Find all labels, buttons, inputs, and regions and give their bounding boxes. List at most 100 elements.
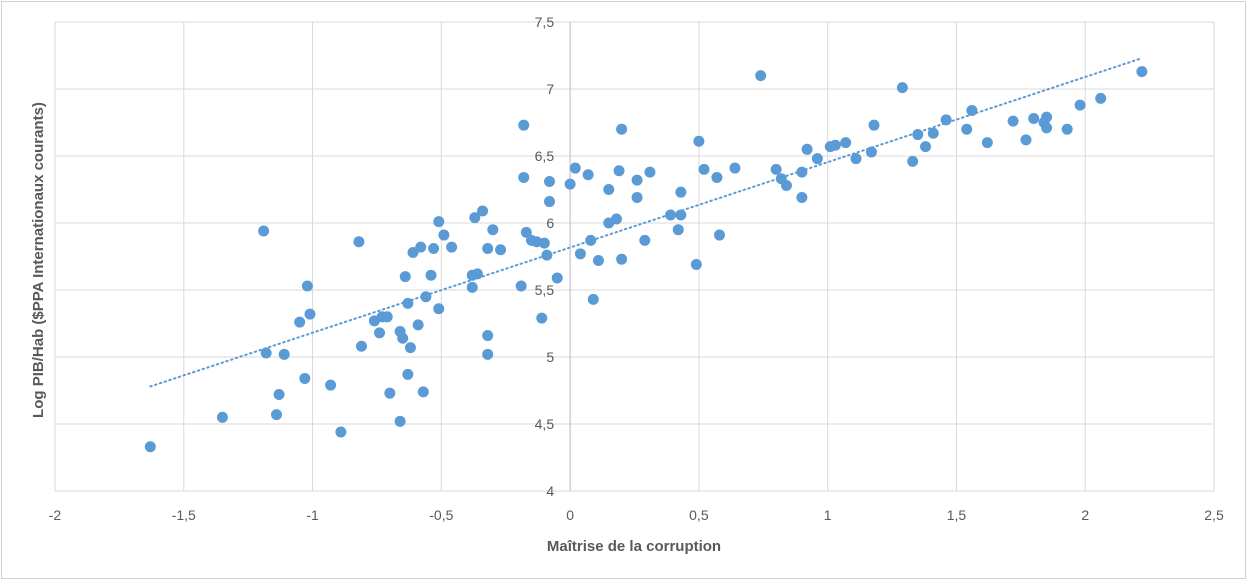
y-tick-label: 5,5 bbox=[535, 282, 555, 298]
data-point bbox=[335, 426, 347, 438]
data-point bbox=[1020, 134, 1032, 146]
data-point bbox=[477, 205, 489, 217]
data-point bbox=[446, 241, 458, 253]
x-tick-label: 1 bbox=[824, 507, 832, 523]
x-tick-label: 2,5 bbox=[1204, 507, 1224, 523]
data-point bbox=[466, 281, 478, 293]
data-point bbox=[896, 82, 908, 94]
y-tick-label: 7,5 bbox=[535, 14, 555, 30]
data-point bbox=[639, 234, 651, 246]
data-point bbox=[631, 174, 643, 186]
data-point bbox=[495, 244, 507, 256]
data-point bbox=[675, 209, 687, 221]
y-tick-label: 5 bbox=[546, 349, 554, 365]
data-point bbox=[966, 104, 978, 116]
data-point bbox=[616, 253, 628, 265]
data-point bbox=[216, 411, 228, 423]
trendline bbox=[149, 57, 1143, 388]
data-point bbox=[981, 137, 993, 149]
data-point bbox=[536, 312, 548, 324]
data-point bbox=[518, 119, 530, 131]
data-point bbox=[325, 379, 337, 391]
data-point bbox=[381, 311, 393, 323]
data-point bbox=[299, 372, 311, 384]
data-point bbox=[304, 308, 316, 320]
data-point bbox=[644, 166, 656, 178]
data-point bbox=[1041, 111, 1053, 123]
data-point bbox=[482, 242, 494, 254]
data-point bbox=[404, 342, 416, 354]
data-point bbox=[518, 171, 530, 183]
data-point bbox=[940, 114, 952, 126]
data-point bbox=[515, 280, 527, 292]
x-tick-label: 0,5 bbox=[689, 507, 709, 523]
data-point bbox=[417, 386, 429, 398]
data-point bbox=[425, 269, 437, 281]
data-point bbox=[564, 178, 576, 190]
y-tick-label: 6 bbox=[546, 215, 554, 231]
x-tick-label: 2 bbox=[1081, 507, 1089, 523]
data-point bbox=[420, 291, 432, 303]
data-point bbox=[397, 332, 409, 344]
data-point bbox=[1007, 115, 1019, 127]
data-point bbox=[402, 368, 414, 380]
data-point bbox=[1136, 66, 1148, 78]
data-point bbox=[865, 146, 877, 158]
y-tick-label: 6,5 bbox=[535, 148, 555, 164]
data-point bbox=[260, 347, 272, 359]
data-point bbox=[1061, 123, 1073, 135]
data-point bbox=[273, 389, 285, 401]
data-point bbox=[482, 330, 494, 342]
x-tick-label: -2 bbox=[49, 507, 62, 523]
data-point bbox=[698, 163, 710, 175]
x-tick-labels: -2 -1,5 -1 -0,5 0 0,5 1 1,5 2 2,5 bbox=[49, 507, 1224, 523]
gridlines bbox=[54, 21, 1215, 492]
data-point bbox=[927, 127, 939, 139]
x-tick-label: -0,5 bbox=[429, 507, 453, 523]
data-point bbox=[613, 165, 625, 177]
data-point bbox=[587, 293, 599, 305]
data-point bbox=[796, 192, 808, 204]
data-point bbox=[438, 229, 450, 241]
data-point bbox=[850, 153, 862, 165]
x-tick-label: 1,5 bbox=[947, 507, 967, 523]
data-point bbox=[258, 225, 270, 237]
data-point bbox=[482, 348, 494, 360]
data-point bbox=[278, 348, 290, 360]
data-point bbox=[1074, 99, 1086, 111]
data-point bbox=[374, 327, 386, 339]
data-point bbox=[428, 242, 440, 254]
data-point bbox=[1095, 92, 1107, 104]
data-point bbox=[301, 280, 313, 292]
data-point bbox=[520, 226, 532, 238]
x-tick-label: -1 bbox=[306, 507, 319, 523]
y-tick-label: 4,5 bbox=[535, 416, 555, 432]
data-point bbox=[729, 162, 741, 174]
data-point bbox=[402, 297, 414, 309]
data-point bbox=[920, 141, 932, 153]
data-points bbox=[144, 66, 1148, 453]
data-point bbox=[412, 319, 424, 331]
data-point bbox=[415, 241, 427, 253]
data-point bbox=[544, 175, 556, 187]
data-point bbox=[384, 387, 396, 399]
data-point bbox=[1028, 112, 1040, 124]
data-point bbox=[469, 212, 481, 224]
data-point bbox=[770, 163, 782, 175]
data-point bbox=[538, 237, 550, 249]
data-point bbox=[394, 415, 406, 427]
trendline-group bbox=[149, 57, 1143, 388]
data-point bbox=[433, 303, 445, 315]
data-point bbox=[355, 340, 367, 352]
data-point bbox=[487, 224, 499, 236]
data-point bbox=[713, 229, 725, 241]
data-point bbox=[665, 209, 677, 221]
y-tick-label: 4 bbox=[546, 483, 554, 499]
data-point bbox=[811, 153, 823, 165]
data-point bbox=[471, 268, 483, 280]
data-point bbox=[353, 236, 365, 248]
data-point bbox=[693, 135, 705, 147]
data-point bbox=[585, 234, 597, 246]
